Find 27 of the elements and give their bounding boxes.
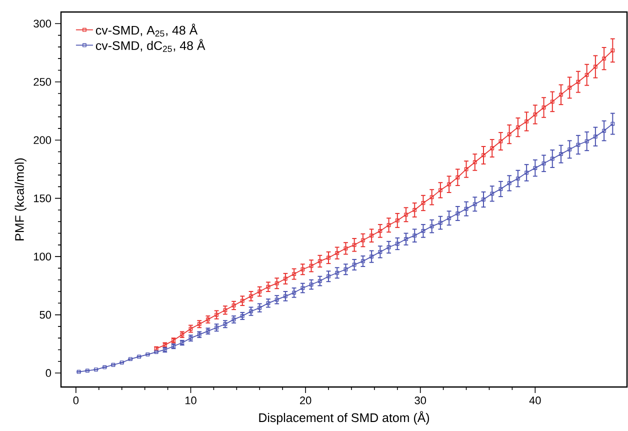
- y-tick-label: 200: [34, 136, 52, 144]
- point: [249, 294, 253, 298]
- x-axis-title: Displacement of SMD atom (Å): [259, 411, 430, 425]
- y-tick-label: 50: [40, 310, 52, 319]
- x-tick-label: 10: [185, 396, 196, 404]
- point: [232, 304, 236, 308]
- point: [300, 267, 305, 272]
- y-axis-title: PMF (kcal/mol): [14, 158, 26, 240]
- x-tick-label: 40: [529, 396, 541, 404]
- y-tick-label: 250: [34, 78, 52, 86]
- y-tick-label: 100: [34, 252, 52, 260]
- point: [292, 272, 296, 276]
- point: [274, 281, 279, 286]
- legend-label: cv-SMD, dC$_{25}$, 48 Å: [96, 39, 206, 52]
- point: [223, 308, 228, 312]
- point: [240, 298, 244, 303]
- point: [214, 312, 219, 317]
- x-tick-label: 30: [414, 396, 426, 404]
- y-tick-label: 300: [34, 20, 52, 28]
- point: [284, 276, 288, 281]
- legend-label: cv-SMD, A$_{25}$, 48 Å: [96, 24, 198, 37]
- y-tick-label: 0: [46, 369, 52, 377]
- point: [266, 284, 270, 289]
- x-tick-label: 20: [300, 396, 312, 404]
- point: [258, 290, 262, 294]
- x-tick-label: 0: [73, 396, 79, 404]
- y-tick-label: 150: [34, 194, 52, 202]
